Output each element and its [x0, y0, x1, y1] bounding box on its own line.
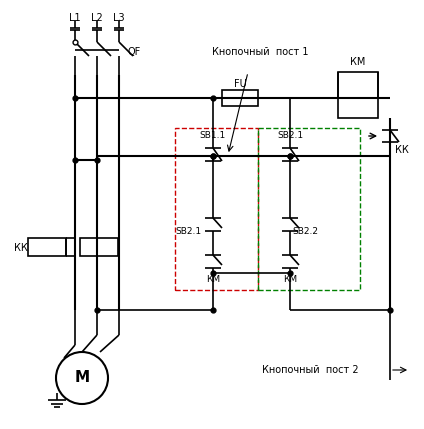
Text: Кнопочный  пост 2: Кнопочный пост 2 [262, 365, 358, 375]
Text: SB2.1: SB2.1 [277, 132, 303, 141]
FancyBboxPatch shape [338, 72, 378, 118]
Text: SB2.1: SB2.1 [175, 227, 201, 236]
Text: L1: L1 [69, 13, 81, 23]
Text: КК: КК [14, 243, 28, 253]
Text: М: М [75, 371, 89, 386]
Text: SB1.1: SB1.1 [200, 132, 226, 141]
Bar [175, 128, 258, 290]
Text: КМ: КМ [350, 57, 365, 67]
Text: L3: L3 [113, 13, 125, 23]
Text: Кнопочный  пост 1: Кнопочный пост 1 [212, 47, 308, 57]
Bar [258, 128, 360, 290]
FancyBboxPatch shape [222, 90, 258, 106]
Text: L2: L2 [91, 13, 103, 23]
Text: КМ: КМ [206, 275, 220, 284]
Text: SB2.2: SB2.2 [292, 227, 318, 236]
Text: КМ: КМ [283, 275, 297, 284]
Text: КК: КК [395, 145, 409, 155]
Text: QF: QF [128, 47, 141, 57]
Text: FU: FU [234, 79, 246, 89]
